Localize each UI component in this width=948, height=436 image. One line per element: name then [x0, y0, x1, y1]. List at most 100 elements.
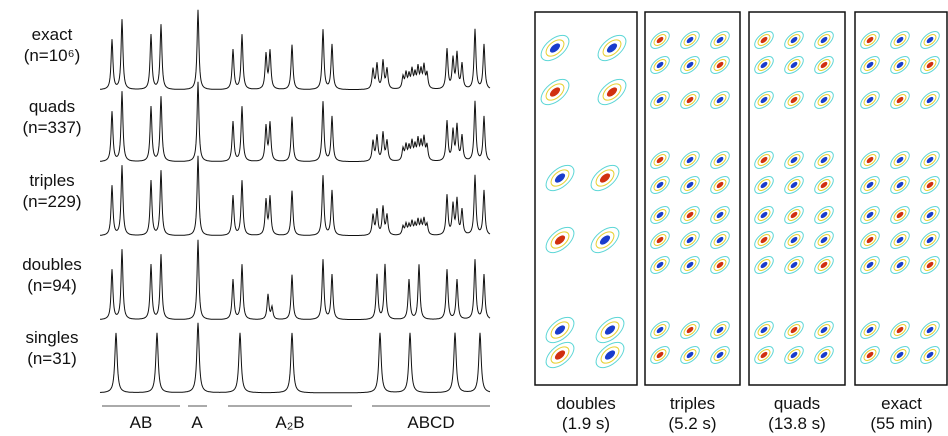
contour [754, 321, 774, 339]
contour [683, 34, 697, 46]
contour [713, 34, 727, 46]
contour [814, 91, 834, 109]
contour [680, 231, 700, 249]
contour [710, 321, 730, 339]
contour [896, 61, 904, 69]
contour [600, 346, 620, 364]
contour [893, 324, 907, 336]
contour [860, 256, 880, 274]
contour [860, 31, 880, 49]
contour [920, 256, 940, 274]
contour [713, 234, 727, 246]
contour [716, 261, 724, 269]
contour [599, 173, 611, 183]
contour [760, 156, 768, 164]
contour [863, 209, 877, 221]
contour [754, 206, 774, 224]
contour [893, 209, 907, 221]
contour [686, 236, 694, 244]
contour [600, 321, 620, 339]
row-count: (n=337) [22, 118, 81, 137]
panel-name: exact [881, 394, 922, 413]
contour [893, 179, 907, 191]
contour [650, 91, 670, 109]
contour [923, 154, 937, 166]
contour [920, 176, 940, 194]
contour [554, 173, 566, 183]
panel-frame [644, 11, 741, 386]
contour [890, 321, 910, 339]
contour [920, 56, 940, 74]
contour [554, 235, 566, 245]
contour [890, 256, 910, 274]
contour [683, 259, 697, 271]
contour [683, 179, 697, 191]
contour [656, 181, 664, 189]
contour [896, 96, 904, 104]
contour [760, 326, 768, 334]
contour [820, 261, 828, 269]
contour [790, 261, 798, 269]
contour [926, 156, 934, 164]
contour [595, 316, 625, 344]
contour [545, 39, 565, 57]
contour [653, 209, 667, 221]
contour [790, 156, 798, 164]
contour [599, 235, 611, 245]
contour [893, 349, 907, 361]
contour [866, 351, 874, 359]
contour [863, 349, 877, 361]
contour [920, 151, 940, 169]
contour [787, 234, 801, 246]
contour [814, 56, 834, 74]
contour [820, 156, 828, 164]
contour [820, 181, 828, 189]
group-label: A₂B [275, 413, 304, 432]
contour [866, 181, 874, 189]
contour [896, 156, 904, 164]
contour [920, 31, 940, 49]
contour [683, 324, 697, 336]
contour [656, 156, 664, 164]
contour [860, 56, 880, 74]
contour [920, 91, 940, 109]
contour [890, 231, 910, 249]
contour [863, 154, 877, 166]
contour [890, 91, 910, 109]
contour [656, 36, 664, 44]
contour [757, 324, 771, 336]
row-name: exact [32, 25, 73, 44]
contour [817, 179, 831, 191]
contour [540, 34, 570, 62]
contour [650, 231, 670, 249]
contour [597, 78, 627, 106]
contour [545, 316, 575, 344]
contour [866, 156, 874, 164]
contour [680, 56, 700, 74]
contour [680, 256, 700, 274]
contour [653, 59, 667, 71]
contour [754, 91, 774, 109]
contour [716, 61, 724, 69]
row-count: (n=229) [22, 192, 81, 211]
contour [757, 179, 771, 191]
contour [686, 351, 694, 359]
contour [710, 206, 730, 224]
contour [757, 59, 771, 71]
row-name: doubles [22, 255, 82, 274]
contour [760, 236, 768, 244]
contour [814, 346, 834, 364]
contour [814, 31, 834, 49]
contour [923, 234, 937, 246]
contour [757, 34, 771, 46]
contour [926, 211, 934, 219]
contour [680, 206, 700, 224]
contour [860, 176, 880, 194]
contour [710, 256, 730, 274]
contour [787, 209, 801, 221]
row-count: (n=31) [27, 349, 77, 368]
spectrum [99, 322, 491, 394]
contour [926, 96, 934, 104]
contour [757, 154, 771, 166]
contour [550, 321, 570, 339]
